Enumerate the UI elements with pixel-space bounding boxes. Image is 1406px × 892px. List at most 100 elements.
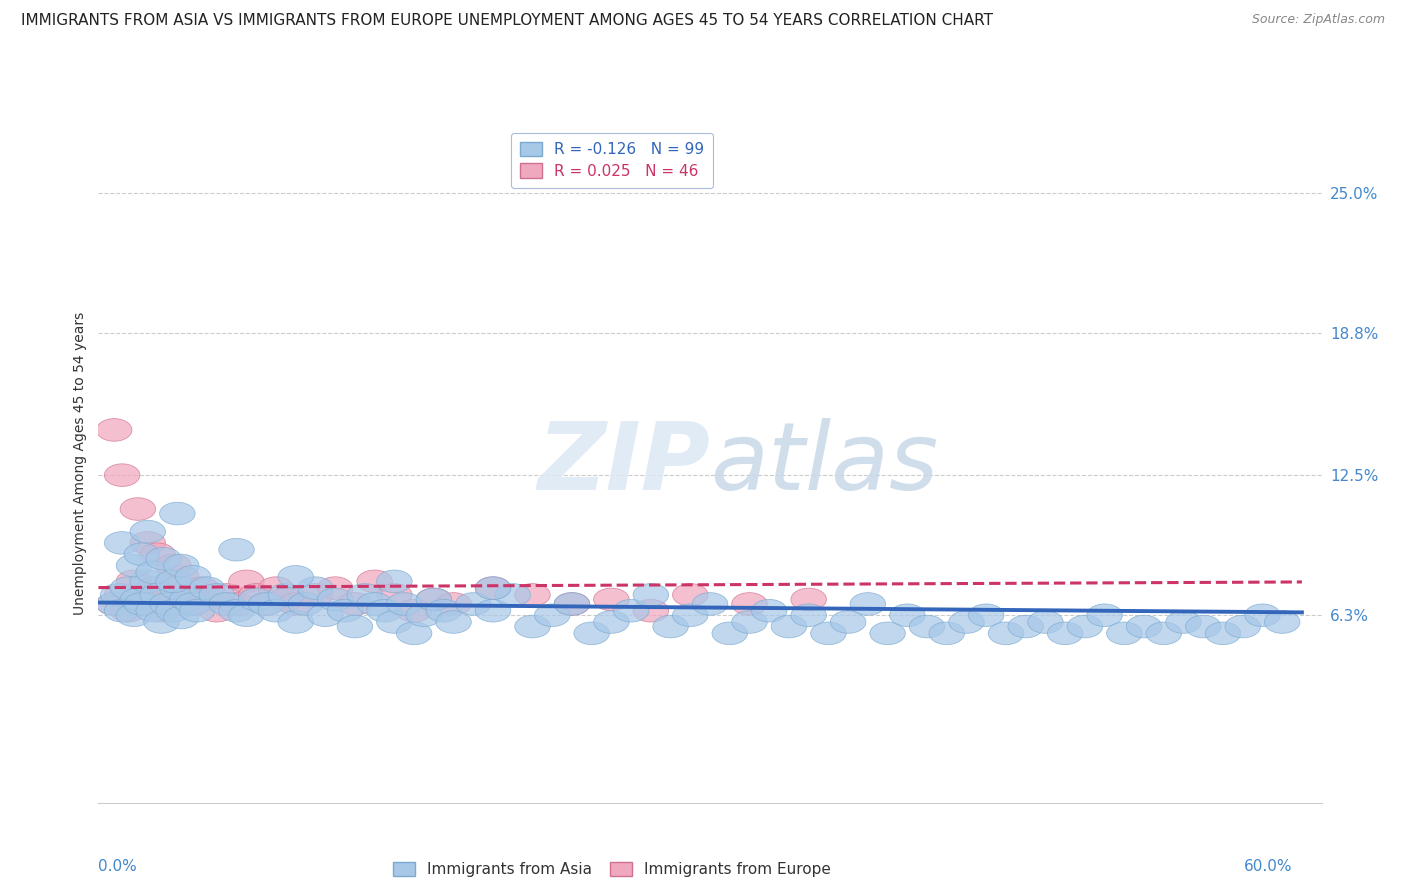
Ellipse shape	[180, 599, 215, 622]
Ellipse shape	[337, 592, 373, 615]
Ellipse shape	[110, 577, 146, 599]
Ellipse shape	[219, 539, 254, 561]
Ellipse shape	[851, 592, 886, 615]
Text: Source: ZipAtlas.com: Source: ZipAtlas.com	[1251, 13, 1385, 27]
Ellipse shape	[534, 604, 569, 626]
Ellipse shape	[1185, 615, 1220, 638]
Ellipse shape	[387, 592, 422, 615]
Ellipse shape	[436, 592, 471, 615]
Ellipse shape	[751, 599, 787, 622]
Ellipse shape	[870, 622, 905, 645]
Ellipse shape	[259, 599, 294, 622]
Ellipse shape	[163, 607, 200, 629]
Ellipse shape	[239, 588, 274, 611]
Ellipse shape	[347, 583, 382, 607]
Ellipse shape	[259, 577, 294, 599]
Ellipse shape	[554, 592, 589, 615]
Ellipse shape	[1166, 611, 1201, 633]
Text: IMMIGRANTS FROM ASIA VS IMMIGRANTS FROM EUROPE UNEMPLOYMENT AMONG AGES 45 TO 54 : IMMIGRANTS FROM ASIA VS IMMIGRANTS FROM …	[21, 13, 993, 29]
Ellipse shape	[117, 604, 152, 626]
Ellipse shape	[97, 592, 132, 615]
Ellipse shape	[176, 566, 211, 588]
Ellipse shape	[416, 588, 451, 611]
Ellipse shape	[792, 604, 827, 626]
Ellipse shape	[731, 592, 768, 615]
Ellipse shape	[1008, 615, 1043, 638]
Text: 60.0%: 60.0%	[1243, 859, 1292, 874]
Ellipse shape	[475, 599, 510, 622]
Ellipse shape	[129, 532, 166, 554]
Ellipse shape	[117, 570, 152, 592]
Ellipse shape	[170, 588, 205, 611]
Ellipse shape	[120, 588, 156, 611]
Ellipse shape	[176, 592, 211, 615]
Ellipse shape	[770, 615, 807, 638]
Ellipse shape	[209, 592, 245, 615]
Ellipse shape	[190, 588, 225, 611]
Ellipse shape	[792, 588, 827, 611]
Ellipse shape	[278, 592, 314, 615]
Ellipse shape	[406, 604, 441, 626]
Ellipse shape	[377, 583, 412, 607]
Ellipse shape	[593, 588, 628, 611]
Ellipse shape	[910, 615, 945, 638]
Ellipse shape	[593, 611, 628, 633]
Ellipse shape	[1244, 604, 1281, 626]
Ellipse shape	[831, 611, 866, 633]
Text: atlas: atlas	[710, 418, 938, 509]
Ellipse shape	[146, 548, 181, 570]
Ellipse shape	[731, 611, 768, 633]
Ellipse shape	[318, 577, 353, 599]
Ellipse shape	[104, 599, 139, 622]
Ellipse shape	[229, 570, 264, 592]
Ellipse shape	[97, 418, 132, 442]
Ellipse shape	[337, 615, 373, 638]
Ellipse shape	[298, 583, 333, 607]
Ellipse shape	[357, 592, 392, 615]
Ellipse shape	[613, 599, 648, 622]
Ellipse shape	[1107, 622, 1142, 645]
Ellipse shape	[416, 588, 451, 611]
Ellipse shape	[278, 611, 314, 633]
Ellipse shape	[170, 583, 205, 607]
Ellipse shape	[219, 592, 254, 615]
Ellipse shape	[129, 592, 166, 615]
Ellipse shape	[269, 588, 304, 611]
Ellipse shape	[318, 588, 353, 611]
Ellipse shape	[652, 615, 689, 638]
Ellipse shape	[156, 592, 191, 615]
Ellipse shape	[190, 577, 225, 599]
Ellipse shape	[136, 561, 172, 583]
Ellipse shape	[1047, 622, 1083, 645]
Ellipse shape	[163, 554, 200, 577]
Ellipse shape	[328, 599, 363, 622]
Ellipse shape	[117, 554, 152, 577]
Ellipse shape	[515, 615, 550, 638]
Ellipse shape	[672, 583, 709, 607]
Ellipse shape	[104, 583, 139, 607]
Ellipse shape	[1126, 615, 1161, 638]
Ellipse shape	[136, 577, 172, 599]
Ellipse shape	[890, 604, 925, 626]
Ellipse shape	[176, 592, 211, 615]
Ellipse shape	[357, 570, 392, 592]
Ellipse shape	[1225, 615, 1260, 638]
Ellipse shape	[495, 583, 530, 607]
Ellipse shape	[249, 592, 284, 615]
Ellipse shape	[156, 599, 191, 622]
Ellipse shape	[711, 622, 748, 645]
Ellipse shape	[988, 622, 1024, 645]
Ellipse shape	[633, 583, 669, 607]
Ellipse shape	[139, 543, 176, 566]
Ellipse shape	[124, 592, 160, 615]
Ellipse shape	[377, 570, 412, 592]
Ellipse shape	[475, 577, 510, 599]
Ellipse shape	[104, 532, 139, 554]
Ellipse shape	[929, 622, 965, 645]
Legend: Immigrants from Asia, Immigrants from Europe: Immigrants from Asia, Immigrants from Eu…	[387, 855, 837, 883]
Ellipse shape	[298, 577, 333, 599]
Ellipse shape	[969, 604, 1004, 626]
Ellipse shape	[574, 622, 609, 645]
Ellipse shape	[156, 554, 191, 577]
Ellipse shape	[396, 599, 432, 622]
